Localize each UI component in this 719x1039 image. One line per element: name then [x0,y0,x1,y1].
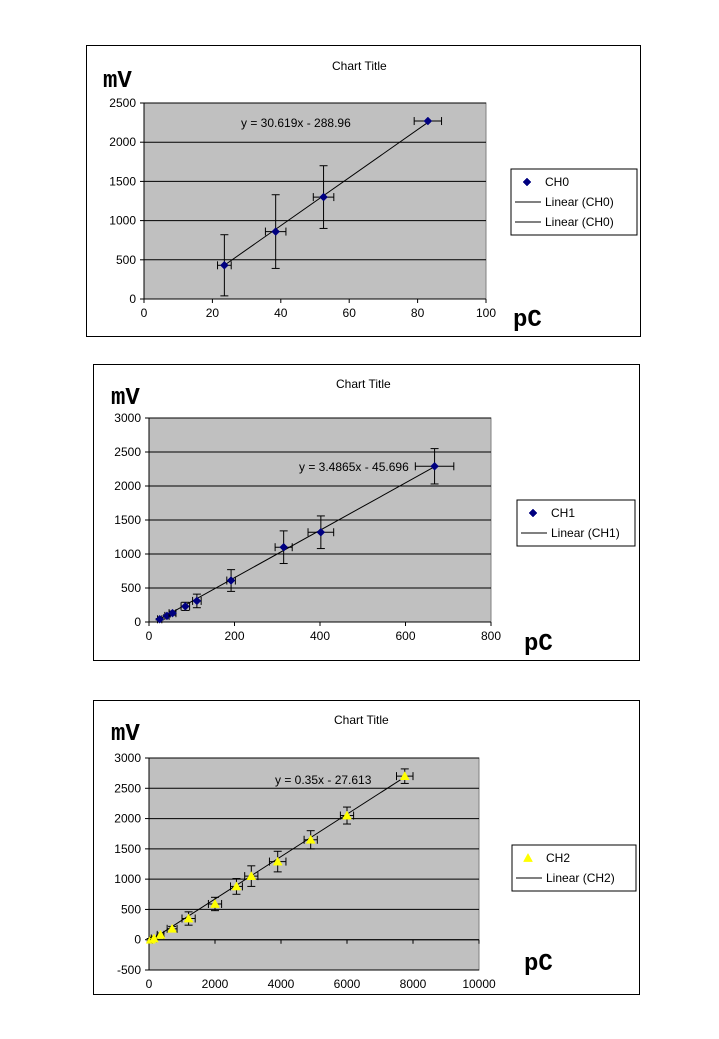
x-tick-label: 8000 [400,977,427,991]
x-tick-label: 2000 [202,977,229,991]
trendline-equation: y = 0.35x - 27.613 [275,773,372,787]
x-tick-label: 600 [395,629,415,643]
data-point [423,116,433,126]
x-axis-unit: pC [524,951,553,978]
y-tick-label: 0 [134,615,141,629]
y-tick-label: 2500 [114,781,141,795]
x-tick-label: 20 [206,306,220,320]
y-tick-label: 1500 [114,513,141,527]
y-tick-label: 2000 [114,812,141,826]
chart-ch2: Chart Title mV pC -500 0 500 1000 1500 2000 25… [93,700,640,995]
chart-title: Chart Title [336,377,391,391]
legend-entry: CH1 [551,506,575,520]
data-point [192,596,202,606]
y-tick-label: 1000 [114,547,141,561]
y-tick-label: 2500 [109,96,136,110]
chart-svg: -500 0 500 1000 1500 2000 2500 3000 0 2000 4000 600… [114,751,637,991]
y-tick-label: 0 [129,292,136,306]
y-tick-label: 3000 [114,411,141,425]
trendline [159,466,435,620]
chart-title: Chart Title [332,59,387,73]
x-tick-label: 80 [411,306,425,320]
legend-entry: CH0 [545,175,569,189]
y-tick-label: -500 [117,963,141,977]
data-point [271,227,281,236]
legend-box [511,844,637,892]
x-tick-label: 40 [274,306,288,320]
x-tick-label: 400 [310,629,330,643]
data-point [246,871,257,880]
data-point [210,898,220,908]
x-tick-label: 800 [481,629,501,643]
trendline-equation: y = 3.4865x - 45.696 [299,460,409,474]
chart-ch1: Chart Title mV pC 0 500 1000 1500 2000 2500 30… [93,364,640,661]
legend-box [516,499,636,547]
legend-entry: Linear (CH1) [551,526,620,540]
x-axis-unit: pC [524,631,553,658]
legend-entry: CH2 [546,851,570,865]
data-point [167,923,178,933]
data-point [226,576,236,585]
x-tick-label: 10000 [462,977,496,991]
x-tick-label: 0 [146,977,153,991]
x-tick-label: 200 [224,629,244,643]
data-point [220,260,229,270]
y-tick-label: 1500 [114,842,141,856]
y-tick-label: 1000 [114,872,141,886]
trendline [224,122,429,266]
data-point [272,856,283,866]
data-point [319,192,328,202]
legend-marker [523,852,533,862]
chart-title: Chart Title [334,713,389,727]
y-tick-label: 2000 [109,135,136,149]
y-tick-label: 500 [121,902,141,916]
data-point [155,929,166,939]
data-point [168,608,177,618]
y-tick-label: 2500 [114,445,141,459]
x-tick-label: 4000 [268,977,295,991]
data-point [430,461,439,471]
data-point [279,542,289,552]
y-tick-label: 1000 [109,214,136,228]
x-tick-label: 6000 [334,977,361,991]
data-point [316,527,326,537]
data-point [183,913,194,923]
y-axis-unit: mV [103,68,132,95]
data-point [155,614,165,624]
legend-marker [522,177,532,187]
data-point [180,602,190,611]
x-tick-label: 60 [343,306,357,320]
y-axis-unit: mV [111,385,140,412]
chart-svg: 0 500 1000 1500 2000 2500 0 20 40 60 80 100 y = 30.6… [109,96,638,320]
plot-area [148,757,480,971]
chart-ch0: Chart Title mV pC 0 500 1000 1500 2000 2500 0 2… [86,45,641,337]
x-tick-label: 0 [146,629,153,643]
y-tick-label: 1500 [109,174,136,188]
y-tick-label: 2000 [114,479,141,493]
x-tick-label: 0 [141,306,148,320]
data-point [305,834,316,844]
y-tick-label: 3000 [114,751,141,765]
data-point [231,881,242,891]
chart-svg: 0 500 1000 1500 2000 2500 3000 0 200 400 600 800 y =… [114,411,636,643]
y-tick-label: 500 [116,253,136,267]
legend-marker [528,508,538,518]
legend-entry: Linear (CH0) [545,195,614,209]
y-axis-unit: mV [111,721,140,748]
y-tick-label: 0 [134,933,141,947]
x-tick-label: 100 [476,306,496,320]
y-tick-label: 500 [121,581,141,595]
x-axis-unit: pC [513,307,542,334]
data-point [399,771,410,781]
legend-entry: Linear (CH2) [546,871,615,885]
data-point [342,810,352,820]
trendline-equation: y = 30.619x - 288.96 [241,116,351,130]
plot-area [143,102,487,300]
legend-entry: Linear (CH0) [545,215,614,229]
